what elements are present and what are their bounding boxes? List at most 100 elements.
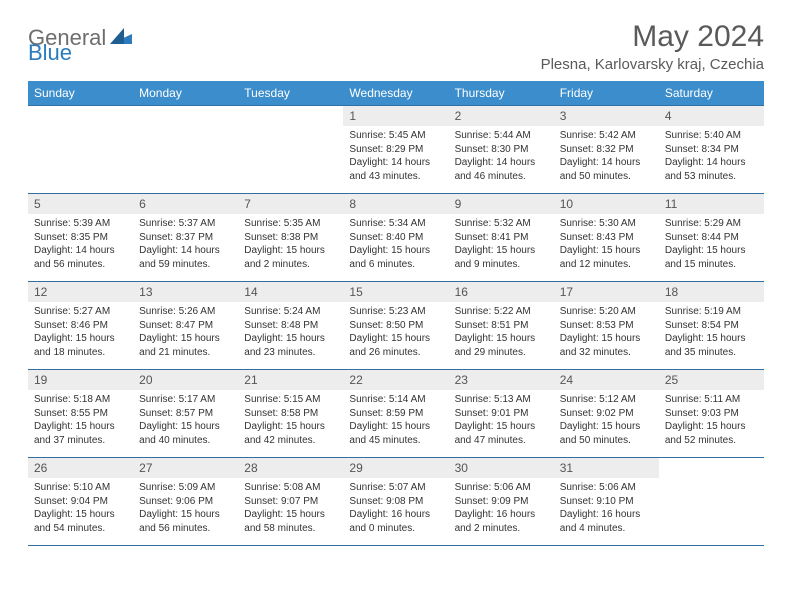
day-number: 27 (133, 458, 238, 478)
calendar-day-cell (659, 458, 764, 546)
day-info: Sunrise: 5:14 AMSunset: 8:59 PMDaylight:… (343, 390, 448, 451)
calendar-day-cell: 24Sunrise: 5:12 AMSunset: 9:02 PMDayligh… (554, 370, 659, 458)
day-info: Sunrise: 5:26 AMSunset: 8:47 PMDaylight:… (133, 302, 238, 363)
calendar-week-row: 26Sunrise: 5:10 AMSunset: 9:04 PMDayligh… (28, 458, 764, 546)
calendar-week-row: 12Sunrise: 5:27 AMSunset: 8:46 PMDayligh… (28, 282, 764, 370)
day-info: Sunrise: 5:27 AMSunset: 8:46 PMDaylight:… (28, 302, 133, 363)
day-number: 8 (343, 194, 448, 214)
daylight-text: Daylight: 15 hours and 35 minutes. (665, 332, 758, 359)
day-number: 17 (554, 282, 659, 302)
sunset-text: Sunset: 8:47 PM (139, 319, 232, 333)
day-info: Sunrise: 5:45 AMSunset: 8:29 PMDaylight:… (343, 126, 448, 187)
calendar-day-cell: 18Sunrise: 5:19 AMSunset: 8:54 PMDayligh… (659, 282, 764, 370)
calendar-week-row: 5Sunrise: 5:39 AMSunset: 8:35 PMDaylight… (28, 194, 764, 282)
sunrise-text: Sunrise: 5:18 AM (34, 393, 127, 407)
daylight-text: Daylight: 15 hours and 50 minutes. (560, 420, 653, 447)
calendar-day-cell: 13Sunrise: 5:26 AMSunset: 8:47 PMDayligh… (133, 282, 238, 370)
day-info: Sunrise: 5:44 AMSunset: 8:30 PMDaylight:… (449, 126, 554, 187)
daylight-text: Daylight: 15 hours and 56 minutes. (139, 508, 232, 535)
calendar-day-cell: 5Sunrise: 5:39 AMSunset: 8:35 PMDaylight… (28, 194, 133, 282)
calendar-day-cell: 15Sunrise: 5:23 AMSunset: 8:50 PMDayligh… (343, 282, 448, 370)
day-number: 31 (554, 458, 659, 478)
sunrise-text: Sunrise: 5:12 AM (560, 393, 653, 407)
calendar-day-cell: 31Sunrise: 5:06 AMSunset: 9:10 PMDayligh… (554, 458, 659, 546)
sunset-text: Sunset: 9:01 PM (455, 407, 548, 421)
sunrise-text: Sunrise: 5:32 AM (455, 217, 548, 231)
calendar-day-cell (133, 106, 238, 194)
calendar-table: SundayMondayTuesdayWednesdayThursdayFrid… (28, 81, 764, 546)
calendar-header-row: SundayMondayTuesdayWednesdayThursdayFrid… (28, 81, 764, 106)
calendar-day-cell: 10 Sunrise: 5:30 AMSunset: 8:43 PMDayligh… (554, 194, 659, 282)
daylight-text: Daylight: 14 hours and 59 minutes. (139, 244, 232, 271)
sunset-text: Sunset: 8:29 PM (349, 143, 442, 157)
daylight-text: Daylight: 15 hours and 26 minutes. (349, 332, 442, 359)
calendar-day-cell: 22Sunrise: 5:14 AMSunset: 8:59 PMDayligh… (343, 370, 448, 458)
calendar-week-row: 19Sunrise: 5:18 AMSunset: 8:55 PMDayligh… (28, 370, 764, 458)
sunrise-text: Sunrise: 5:14 AM (349, 393, 442, 407)
sunset-text: Sunset: 8:35 PM (34, 231, 127, 245)
day-number: 7 (238, 194, 343, 214)
calendar-day-cell: 29Sunrise: 5:07 AMSunset: 9:08 PMDayligh… (343, 458, 448, 546)
sunset-text: Sunset: 8:58 PM (244, 407, 337, 421)
calendar-day-cell: 30Sunrise: 5:06 AMSunset: 9:09 PMDayligh… (449, 458, 554, 546)
daylight-text: Daylight: 15 hours and 40 minutes. (139, 420, 232, 447)
day-number: 5 (28, 194, 133, 214)
day-info: Sunrise: 5:19 AMSunset: 8:54 PMDaylight:… (659, 302, 764, 363)
sunset-text: Sunset: 8:51 PM (455, 319, 548, 333)
daylight-text: Daylight: 15 hours and 12 minutes. (560, 244, 653, 271)
sunset-text: Sunset: 9:03 PM (665, 407, 758, 421)
sunrise-text: Sunrise: 5:19 AM (665, 305, 758, 319)
calendar-day-cell: 8Sunrise: 5:34 AMSunset: 8:40 PMDaylight… (343, 194, 448, 282)
sunrise-text: Sunrise: 5:37 AM (139, 217, 232, 231)
sunset-text: Sunset: 8:37 PM (139, 231, 232, 245)
page-header: General May 2024 Plesna, Karlovarsky kra… (28, 20, 764, 73)
sunset-text: Sunset: 8:43 PM (560, 231, 653, 245)
calendar-day-cell: 19Sunrise: 5:18 AMSunset: 8:55 PMDayligh… (28, 370, 133, 458)
day-info: Sunrise: 5:06 AMSunset: 9:09 PMDaylight:… (449, 478, 554, 539)
day-info: Sunrise: 5:11 AMSunset: 9:03 PMDaylight:… (659, 390, 764, 451)
daylight-text: Daylight: 14 hours and 43 minutes. (349, 156, 442, 183)
day-number: 10 (554, 194, 659, 214)
day-info: Sunrise: 5:09 AMSunset: 9:06 PMDaylight:… (133, 478, 238, 539)
day-info: Sunrise: 5:10 AMSunset: 9:04 PMDaylight:… (28, 478, 133, 539)
calendar-day-cell: 26Sunrise: 5:10 AMSunset: 9:04 PMDayligh… (28, 458, 133, 546)
day-number: 26 (28, 458, 133, 478)
sunrise-text: Sunrise: 5:30 AM (560, 217, 653, 231)
sunset-text: Sunset: 9:04 PM (34, 495, 127, 509)
sunset-text: Sunset: 8:38 PM (244, 231, 337, 245)
day-header: Saturday (659, 81, 764, 106)
sunrise-text: Sunrise: 5:27 AM (34, 305, 127, 319)
calendar-week-row: 1Sunrise: 5:45 AMSunset: 8:29 PMDaylight… (28, 106, 764, 194)
sunset-text: Sunset: 8:48 PM (244, 319, 337, 333)
sunset-text: Sunset: 8:41 PM (455, 231, 548, 245)
day-info: Sunrise: 5:23 AMSunset: 8:50 PMDaylight:… (343, 302, 448, 363)
daylight-text: Daylight: 14 hours and 46 minutes. (455, 156, 548, 183)
brand-mark-icon (110, 26, 132, 49)
daylight-text: Daylight: 15 hours and 23 minutes. (244, 332, 337, 359)
day-header: Monday (133, 81, 238, 106)
sunrise-text: Sunrise: 5:44 AM (455, 129, 548, 143)
day-number: 22 (343, 370, 448, 390)
sunrise-text: Sunrise: 5:22 AM (455, 305, 548, 319)
calendar-day-cell: 3Sunrise: 5:42 AMSunset: 8:32 PMDaylight… (554, 106, 659, 194)
day-number: 6 (133, 194, 238, 214)
day-number: 14 (238, 282, 343, 302)
sunset-text: Sunset: 8:55 PM (34, 407, 127, 421)
day-info: Sunrise: 5:39 AMSunset: 8:35 PMDaylight:… (28, 214, 133, 275)
daylight-text: Daylight: 15 hours and 42 minutes. (244, 420, 337, 447)
sunrise-text: Sunrise: 5:06 AM (560, 481, 653, 495)
daylight-text: Daylight: 16 hours and 2 minutes. (455, 508, 548, 535)
sunset-text: Sunset: 8:59 PM (349, 407, 442, 421)
title-block: May 2024 Plesna, Karlovarsky kraj, Czech… (541, 20, 764, 73)
day-number: 29 (343, 458, 448, 478)
calendar-day-cell: 17Sunrise: 5:20 AMSunset: 8:53 PMDayligh… (554, 282, 659, 370)
sunrise-text: Sunrise: 5:29 AM (665, 217, 758, 231)
calendar-day-cell: 16Sunrise: 5:22 AMSunset: 8:51 PMDayligh… (449, 282, 554, 370)
sunrise-text: Sunrise: 5:23 AM (349, 305, 442, 319)
sunset-text: Sunset: 8:34 PM (665, 143, 758, 157)
sunrise-text: Sunrise: 5:40 AM (665, 129, 758, 143)
day-number: 9 (449, 194, 554, 214)
sunrise-text: Sunrise: 5:13 AM (455, 393, 548, 407)
day-number: 4 (659, 106, 764, 126)
daylight-text: Daylight: 15 hours and 45 minutes. (349, 420, 442, 447)
